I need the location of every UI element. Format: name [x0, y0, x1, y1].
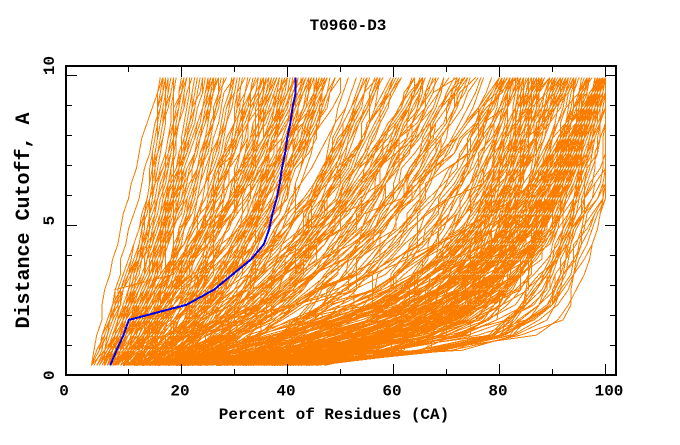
svg-text:20: 20	[170, 383, 189, 401]
svg-text:0: 0	[41, 370, 59, 380]
svg-text:Percent of Residues (CA): Percent of Residues (CA)	[219, 406, 449, 424]
svg-text:80: 80	[488, 383, 507, 401]
svg-text:60: 60	[382, 383, 401, 401]
svg-text:100: 100	[595, 383, 624, 401]
svg-text:10: 10	[41, 56, 59, 75]
svg-text:40: 40	[276, 383, 295, 401]
svg-text:T0960-D3: T0960-D3	[310, 17, 387, 35]
svg-text:0: 0	[59, 383, 69, 401]
svg-text:Distance Cutoff, A: Distance Cutoff, A	[13, 112, 36, 328]
svg-text:5: 5	[41, 216, 59, 226]
